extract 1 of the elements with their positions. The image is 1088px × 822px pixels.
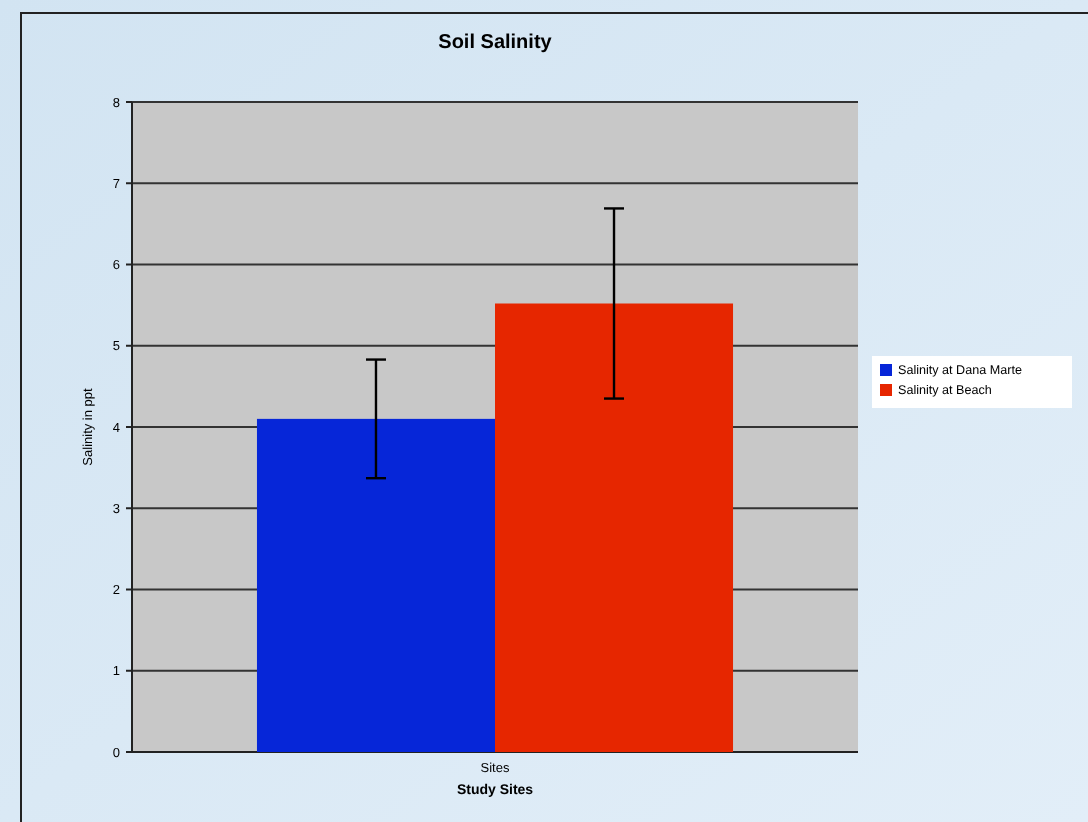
chart-title: Soil Salinity [438, 32, 553, 54]
